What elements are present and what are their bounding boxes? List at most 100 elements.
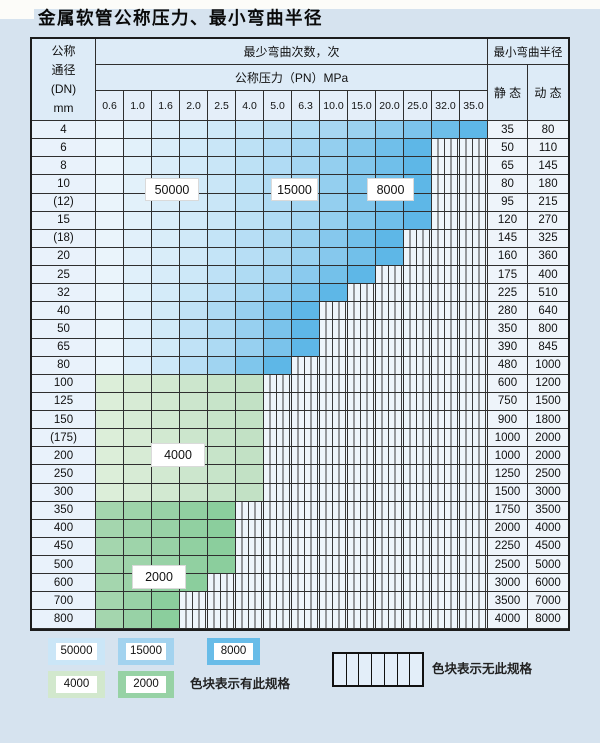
static-radius-cell: 145 — [488, 229, 528, 248]
spec-cell — [124, 465, 152, 484]
spec-cell — [264, 302, 292, 321]
spec-cell — [96, 284, 124, 303]
no-spec-cell — [432, 483, 460, 502]
spec-cell — [180, 266, 208, 285]
legend-hatch-cell — [372, 654, 385, 685]
no-spec-cell — [460, 447, 488, 466]
spec-cell — [96, 610, 124, 629]
no-spec-cell — [376, 356, 404, 375]
no-spec-cell — [320, 338, 348, 357]
dynamic-radius-cell: 2000 — [528, 429, 568, 448]
static-radius-cell: 160 — [488, 247, 528, 266]
table-row: 200 1000 2000 — [32, 447, 568, 466]
pn-column-header: 6.3 — [292, 91, 320, 121]
spec-cell — [124, 537, 152, 556]
spec-cell — [124, 229, 152, 248]
spec-cell — [376, 139, 404, 158]
no-spec-cell — [460, 338, 488, 357]
no-spec-cell — [292, 429, 320, 448]
spec-cell — [124, 392, 152, 411]
spec-cell — [208, 157, 236, 176]
spec-cell — [124, 121, 152, 140]
no-spec-cell — [348, 610, 376, 629]
no-spec-cell — [376, 320, 404, 339]
no-spec-cell — [432, 574, 460, 593]
dynamic-radius-cell: 80 — [528, 121, 568, 140]
no-spec-cell — [404, 229, 432, 248]
spec-cell — [264, 338, 292, 357]
static-radius-cell: 350 — [488, 320, 528, 339]
zone-label-8000: 8000 — [367, 178, 414, 201]
spec-cell — [208, 139, 236, 158]
spec-cell — [236, 356, 264, 375]
dynamic-radius-cell: 145 — [528, 157, 568, 176]
no-spec-cell — [348, 592, 376, 611]
dn-cell: (18) — [32, 229, 96, 248]
no-spec-cell — [264, 519, 292, 538]
no-spec-cell — [320, 320, 348, 339]
dn-cell: 8 — [32, 157, 96, 176]
spec-cell — [180, 284, 208, 303]
dn-cell: 400 — [32, 519, 96, 538]
no-spec-cell — [264, 483, 292, 502]
no-spec-cell — [460, 302, 488, 321]
no-spec-cell — [348, 356, 376, 375]
no-spec-cell — [432, 175, 460, 194]
dn-cell: 10 — [32, 175, 96, 194]
dynamic-radius-cell: 2500 — [528, 465, 568, 484]
spec-cell — [208, 175, 236, 194]
spec-cell — [96, 447, 124, 466]
static-radius-cell: 480 — [488, 356, 528, 375]
zone-label-4000: 4000 — [151, 443, 205, 467]
table-row: 32 225 510 — [32, 284, 568, 303]
static-radius-cell: 35 — [488, 121, 528, 140]
no-spec-cell — [320, 537, 348, 556]
table-body: 4 35 80 6 50 110 8 65 145 10 80 180 (12) 95 215 15 120 27… — [32, 121, 568, 629]
table-row: (175) 1000 2000 — [32, 429, 568, 448]
dn-cell: 65 — [32, 338, 96, 357]
table-row: (12) 95 215 — [32, 193, 568, 212]
no-spec-cell — [264, 501, 292, 520]
spec-cell — [320, 229, 348, 248]
spec-cell — [124, 320, 152, 339]
spec-cell — [124, 483, 152, 502]
spec-cell — [208, 302, 236, 321]
no-spec-cell — [404, 592, 432, 611]
spec-cell — [124, 247, 152, 266]
no-spec-cell — [208, 574, 236, 593]
no-spec-cell — [432, 320, 460, 339]
no-spec-cell — [264, 447, 292, 466]
spec-cell — [320, 157, 348, 176]
no-spec-cell — [376, 574, 404, 593]
dn-cell: 25 — [32, 266, 96, 285]
no-spec-cell — [264, 429, 292, 448]
no-spec-cell — [460, 374, 488, 393]
no-spec-cell — [404, 284, 432, 303]
no-spec-cell — [180, 592, 208, 611]
legend-swatch-value: 50000 — [55, 643, 98, 660]
no-spec-cell — [460, 392, 488, 411]
spec-cell — [96, 320, 124, 339]
no-spec-cell — [404, 374, 432, 393]
no-spec-cell — [320, 483, 348, 502]
pn-column-header: 35.0 — [460, 91, 488, 121]
table-row: 4 35 80 — [32, 121, 568, 140]
no-spec-cell — [460, 193, 488, 212]
spec-cell — [208, 447, 236, 466]
no-spec-cell — [376, 392, 404, 411]
dynamic-radius-cell: 5000 — [528, 556, 568, 575]
spec-cell — [124, 519, 152, 538]
dynamic-radius-cell: 845 — [528, 338, 568, 357]
no-spec-cell — [376, 429, 404, 448]
legend-hatch-cell — [398, 654, 411, 685]
spec-cell — [236, 429, 264, 448]
static-radius-cell: 1000 — [488, 447, 528, 466]
no-spec-cell — [348, 338, 376, 357]
no-spec-cell — [432, 411, 460, 430]
dn-cell: 200 — [32, 447, 96, 466]
dynamic-radius-cell: 6000 — [528, 574, 568, 593]
spec-cell — [236, 211, 264, 230]
no-spec-cell — [236, 592, 264, 611]
pn-column-header: 2.5 — [208, 91, 236, 121]
no-spec-cell — [264, 411, 292, 430]
